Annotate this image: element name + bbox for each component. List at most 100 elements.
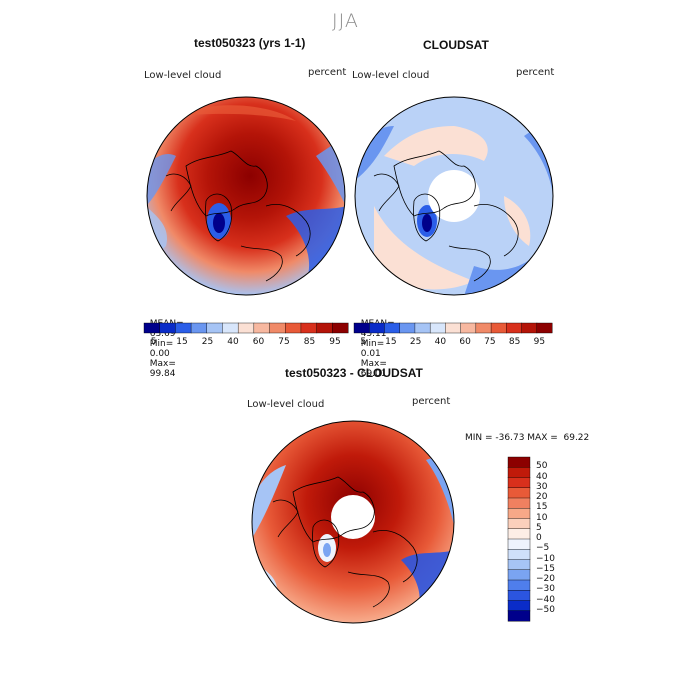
colorbar-tick-label: 5	[150, 337, 157, 347]
colorbar-swatch	[507, 610, 531, 622]
colorbar-swatch	[285, 322, 302, 334]
colorbar-swatch	[507, 518, 531, 530]
obs-max-label: Max=	[360, 359, 387, 369]
colorbar-swatch	[507, 487, 531, 499]
colorbar-swatch	[445, 322, 462, 334]
colorbar-tick-label: 95	[329, 337, 341, 347]
colorbar-tick-label: 85	[303, 337, 316, 347]
colorbar-tick-label: 60	[459, 337, 471, 347]
model-panel-title: test050323 (yrs 1-1)	[194, 36, 306, 50]
model-polar-map	[146, 96, 346, 296]
colorbar-swatch	[521, 322, 538, 334]
model-max-value: 99.84	[149, 369, 176, 379]
obs-polar-map	[354, 96, 554, 296]
colorbar-tick-label: 60	[252, 337, 265, 347]
colorbar-swatch	[475, 322, 492, 334]
colorbar-tick-label: 75	[484, 337, 496, 347]
colorbar-tick-label: 5	[536, 522, 542, 533]
colorbar-tick-label: 25	[409, 337, 422, 347]
diff-minmax: MIN = -36.73 MAX = 69.22	[465, 433, 590, 443]
colorbar-swatch	[316, 322, 333, 334]
colorbar-swatch	[507, 528, 531, 540]
colorbar-swatch	[507, 549, 531, 561]
diff-variable-label: Low-level cloud	[247, 399, 325, 410]
colorbar-swatch	[206, 322, 223, 334]
colorbar-swatch	[506, 322, 523, 334]
diff-units-label: percent	[412, 396, 451, 407]
model-colorbar-ticks: 5 15 25 40 60 75 85 95	[144, 337, 348, 349]
diff-colorbar	[507, 456, 531, 622]
colorbar-swatch	[143, 322, 161, 334]
colorbar-swatch	[159, 322, 176, 334]
colorbar-tick-label: −10	[536, 553, 555, 564]
obs-panel-title: CLOUDSAT	[423, 38, 489, 52]
colorbar-swatch	[507, 477, 531, 489]
colorbar-tick-label: 30	[536, 481, 548, 492]
colorbar-swatch	[507, 600, 531, 612]
obs-mean-value: 45.11	[360, 329, 387, 339]
colorbar-swatch	[369, 322, 385, 334]
colorbar-tick-label: 85	[508, 337, 521, 347]
colorbar-swatch	[507, 538, 531, 550]
colorbar-tick-label: −20	[536, 574, 555, 584]
season-title: JJA	[332, 10, 359, 32]
colorbar-tick-label: −40	[536, 594, 555, 605]
colorbar-tick-label: 15	[385, 337, 397, 347]
diff-colorbar-ticks: 50 40 30 20 15 10 5 0 −5 −10 −15 −20 −30 −40 −50	[536, 457, 576, 621]
colorbar-tick-label: 15	[536, 502, 548, 513]
colorbar-swatch	[429, 322, 446, 334]
colorbar-tick-label: 20	[536, 492, 548, 502]
colorbar-tick-label: 50	[536, 461, 548, 472]
colorbar-swatch	[399, 322, 416, 334]
colorbar-swatch	[507, 467, 531, 479]
colorbar-tick-label: 5	[360, 337, 367, 347]
colorbar-swatch	[507, 579, 531, 591]
obs-min-value: 0.01	[360, 349, 381, 359]
colorbar-tick-label: −50	[536, 604, 555, 615]
colorbar-tick-label: 40	[434, 337, 447, 347]
colorbar-swatch	[353, 322, 370, 334]
model-max-label: Max=	[149, 359, 176, 369]
colorbar-tick-label: −15	[536, 563, 555, 574]
colorbar-swatch	[507, 508, 531, 520]
colorbar-swatch	[300, 322, 318, 334]
colorbar-swatch	[332, 322, 349, 334]
colorbar-tick-label: −30	[536, 584, 555, 595]
model-units-label: percent	[308, 67, 347, 78]
colorbar-tick-label: 15	[176, 337, 188, 347]
colorbar-swatch	[222, 322, 239, 334]
model-mean-value: 63.69	[149, 329, 176, 339]
model-variable-label: Low-level cloud	[144, 70, 222, 81]
diff-panel-title: test050323 - CLOUDSAT	[285, 366, 423, 380]
colorbar-tick-label: 25	[201, 337, 214, 347]
colorbar-swatch	[253, 322, 271, 334]
colorbar-swatch	[507, 497, 531, 509]
model-min-label: Min=	[149, 339, 174, 349]
colorbar-tick-label: 95	[533, 337, 546, 347]
colorbar-swatch	[237, 322, 255, 334]
colorbar-swatch	[175, 322, 192, 334]
colorbar-swatch	[190, 322, 208, 334]
model-colorbar	[143, 322, 349, 334]
obs-max-value: 69.01	[360, 369, 387, 379]
colorbar-swatch	[507, 569, 531, 581]
colorbar-swatch	[269, 322, 286, 334]
diff-polar-map	[251, 420, 455, 624]
obs-colorbar-ticks: 5 15 25 40 60 75 85 95	[354, 337, 552, 349]
obs-variable-label: Low-level cloud	[352, 70, 430, 81]
colorbar-swatch	[507, 456, 531, 468]
colorbar-tick-label: 75	[278, 337, 290, 347]
colorbar-swatch	[507, 559, 531, 571]
colorbar-tick-label: −5	[536, 543, 550, 554]
obs-min-label: Min=	[360, 339, 385, 349]
colorbar-tick-label: 40	[227, 337, 239, 347]
colorbar-swatch	[384, 322, 401, 334]
colorbar-swatch	[507, 590, 531, 602]
colorbar-tick-label: 10	[536, 512, 548, 523]
obs-colorbar	[353, 322, 553, 334]
colorbar-swatch	[414, 322, 431, 334]
obs-units-label: percent	[516, 67, 555, 78]
model-min-value: 0.00	[149, 349, 170, 359]
colorbar-swatch	[490, 322, 507, 334]
colorbar-swatch	[460, 322, 477, 334]
